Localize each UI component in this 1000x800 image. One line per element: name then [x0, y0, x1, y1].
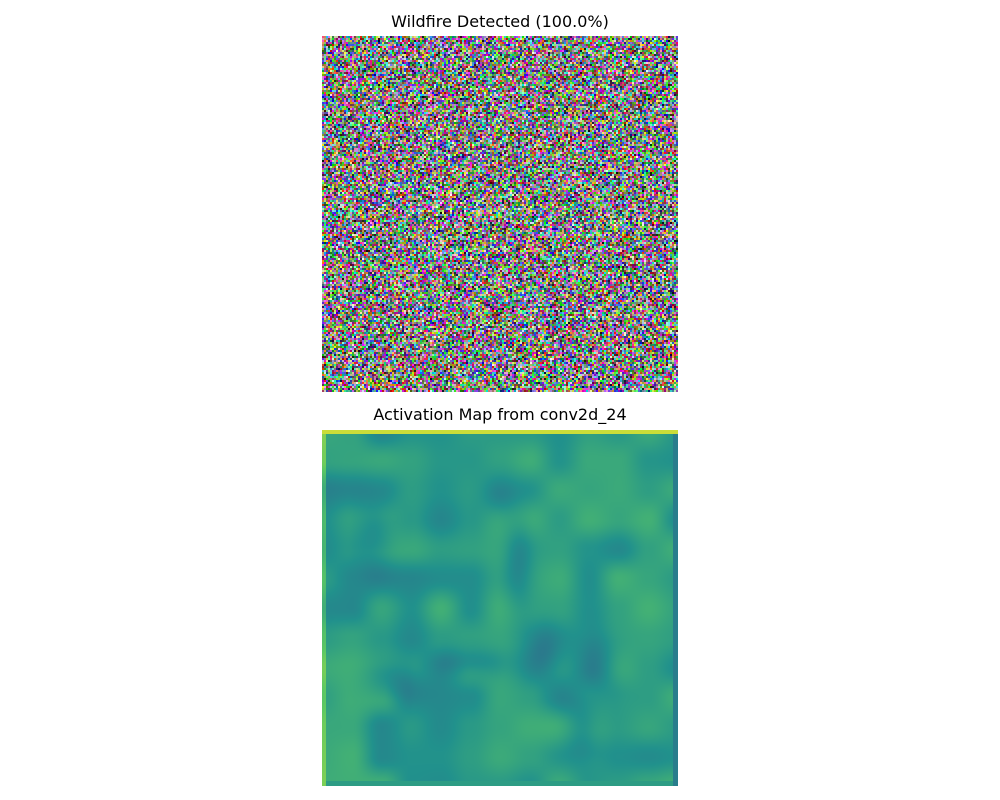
activation-map-title: Activation Map from conv2d_24: [373, 405, 627, 424]
input-noise-image: [322, 36, 678, 392]
activation-map-image: [322, 430, 678, 786]
input-image-title: Wildfire Detected (100.0%): [391, 12, 609, 31]
